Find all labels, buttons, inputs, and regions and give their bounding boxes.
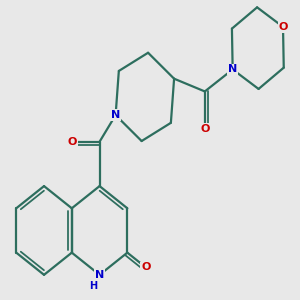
Text: N: N	[111, 110, 120, 120]
Text: O: O	[68, 137, 77, 147]
Text: N: N	[95, 270, 104, 280]
Text: N: N	[228, 64, 237, 74]
Text: N: N	[228, 64, 237, 74]
Text: N: N	[111, 110, 120, 120]
Text: O: O	[141, 262, 151, 272]
Text: O: O	[200, 124, 209, 134]
Text: O: O	[278, 22, 288, 32]
Text: H: H	[89, 281, 97, 291]
